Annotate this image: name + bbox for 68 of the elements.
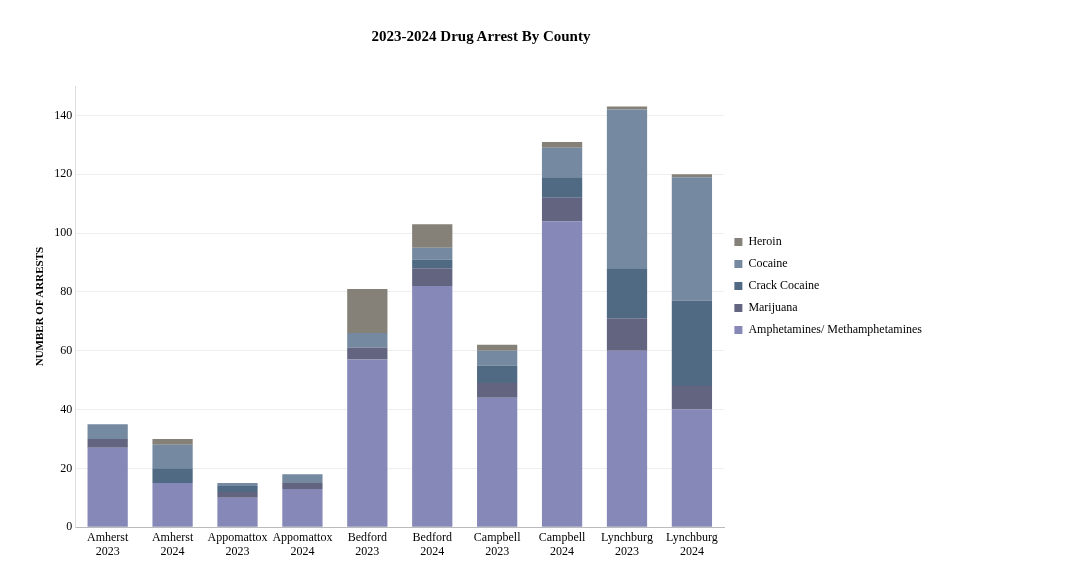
bar	[217, 497, 258, 527]
chart-title: 2023-2024 Drug Arrest By County	[371, 27, 591, 44]
legend-label: Amphetamines/ Methamphetamines	[748, 322, 923, 337]
bar	[412, 224, 453, 248]
bar	[671, 300, 713, 387]
bar	[412, 247, 453, 260]
legend-label: Heroin	[748, 234, 782, 249]
x-tick-label: Appomattox 2023	[207, 529, 268, 558]
bar	[606, 318, 648, 351]
x-tick-label: Campbell 2024	[538, 529, 587, 558]
y-tick-label: 120	[54, 166, 73, 181]
bar	[671, 177, 713, 301]
bar	[541, 177, 583, 198]
bar	[347, 288, 388, 334]
bar	[152, 483, 193, 527]
x-tick-label: Amherst 2024	[151, 529, 194, 558]
y-tick-label: 0	[66, 519, 73, 534]
bar	[541, 221, 583, 527]
bar	[87, 438, 128, 448]
bar	[412, 268, 453, 287]
x-tick-label: Lynchburg 2024	[666, 529, 718, 558]
bar	[282, 474, 323, 484]
bar	[282, 488, 323, 527]
bar	[347, 359, 388, 527]
bar	[477, 397, 518, 527]
bar	[671, 386, 713, 410]
bar	[347, 347, 388, 360]
bar	[541, 141, 583, 148]
bar	[541, 147, 583, 178]
bar	[347, 333, 388, 348]
bar	[477, 344, 518, 351]
legend-label: Cocaine	[748, 256, 788, 271]
x-tick-label: Campbell 2023	[473, 529, 522, 558]
y-tick-label: 60	[60, 342, 73, 357]
x-tick-label: Amherst 2023	[86, 529, 129, 558]
y-axis-title: NUMBER OF ARRESTS	[33, 246, 46, 367]
bar	[671, 174, 713, 178]
y-tick-label: 40	[60, 401, 73, 416]
bar	[217, 486, 258, 492]
y-tick-label: 100	[54, 225, 73, 240]
bar	[606, 350, 648, 527]
bar	[606, 268, 648, 319]
bar	[412, 259, 453, 269]
bar	[477, 365, 518, 384]
y-tick-label: 80	[60, 284, 73, 299]
bar	[671, 409, 713, 527]
bar	[282, 483, 323, 489]
bar	[412, 286, 453, 527]
x-tick-label: Lynchburg 2023	[601, 529, 653, 558]
bar	[217, 483, 258, 487]
bar	[152, 468, 193, 484]
x-tick-label: Appomattox 2024	[272, 529, 333, 558]
bar	[87, 447, 128, 527]
bar	[152, 438, 193, 445]
legend-label: Crack Cocaine	[748, 278, 820, 293]
bar	[87, 424, 128, 439]
bar	[152, 444, 193, 469]
y-tick-label: 20	[60, 460, 73, 475]
legend-label: Marijuana	[748, 300, 799, 315]
bar	[606, 106, 648, 110]
bar	[541, 197, 583, 222]
bar	[477, 383, 518, 398]
y-tick-label: 140	[54, 107, 73, 122]
x-tick-label: Bedford 2024	[412, 529, 452, 558]
x-tick-label: Bedford 2023	[347, 529, 387, 558]
bar	[606, 109, 648, 269]
bar	[477, 350, 518, 366]
bar	[217, 491, 258, 498]
